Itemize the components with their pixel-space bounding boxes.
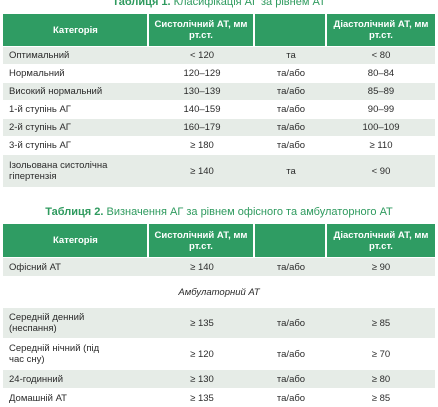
- connector-cell: та/або: [255, 388, 327, 407]
- diastolic-cell: 100–109: [327, 118, 435, 136]
- systolic-cell: ≥ 135: [149, 307, 255, 338]
- table1-header-row: Категорія Систолічний АТ, мм рт.ст. Діас…: [3, 14, 435, 46]
- diastolic-cell: ≥ 70: [327, 338, 435, 369]
- table-row: Домашній АТ ≥ 135 та/або ≥ 85: [3, 388, 435, 407]
- connector-cell: та/або: [255, 100, 327, 118]
- table-row: 2-й ступінь АГ 160–179 та/або 100–109: [3, 118, 435, 136]
- systolic-cell: 130–139: [149, 82, 255, 100]
- category-cell: Нормальний: [3, 64, 149, 82]
- table1-header-diastolic: Діастолічний АТ, мм рт.ст.: [327, 14, 435, 46]
- connector-cell: та/або: [255, 257, 327, 276]
- table-row: Ізольована систолічна гіпертензія ≥ 140 …: [3, 154, 435, 187]
- systolic-cell: 120–129: [149, 64, 255, 82]
- connector-cell: та: [255, 46, 327, 64]
- table-row: 24-годинний ≥ 130 та/або ≥ 80: [3, 369, 435, 388]
- category-cell: Офісний АТ: [3, 257, 149, 276]
- table2-header-diastolic: Діастолічний АТ, мм рт.ст.: [327, 224, 435, 257]
- diastolic-cell: < 90: [327, 154, 435, 187]
- diastolic-cell: 85–89: [327, 82, 435, 100]
- category-cell: Домашній АТ: [3, 388, 149, 407]
- category-cell: 3-й ступінь АГ: [3, 136, 149, 154]
- category-cell: Ізольована систолічна гіпертензія: [3, 154, 149, 187]
- table2-title-text: Визначення АГ за рівнем офісного та амбу…: [106, 206, 393, 218]
- connector-cell: та/або: [255, 118, 327, 136]
- category-cell: 24-годинний: [3, 369, 149, 388]
- systolic-cell: ≥ 135: [149, 388, 255, 407]
- systolic-cell: ≥ 130: [149, 369, 255, 388]
- table1-title-text: Класифікація АГ за рівнем АТ: [173, 0, 326, 8]
- diastolic-cell: 80–84: [327, 64, 435, 82]
- systolic-cell: 140–159: [149, 100, 255, 118]
- connector-cell: та/або: [255, 64, 327, 82]
- table1-header-category: Категорія: [3, 14, 149, 46]
- table2-title: Таблиця 2. Визначення АГ за рівнем офісн…: [0, 206, 438, 218]
- diastolic-cell: ≥ 90: [327, 257, 435, 276]
- systolic-cell: < 120: [149, 46, 255, 64]
- table2-header-connector: [255, 224, 327, 257]
- category-cell: Середній нічний (під час сну): [3, 338, 149, 369]
- table-row: Високий нормальний 130–139 та/або 85–89: [3, 82, 435, 100]
- connector-cell: та: [255, 154, 327, 187]
- connector-cell: та/або: [255, 338, 327, 369]
- diastolic-cell: < 80: [327, 46, 435, 64]
- diastolic-cell: ≥ 80: [327, 369, 435, 388]
- table-row: Нормальний 120–129 та/або 80–84: [3, 64, 435, 82]
- row-separator: [3, 299, 435, 307]
- category-cell: Оптимальний: [3, 46, 149, 64]
- table1-header-connector: [255, 14, 327, 46]
- table-row: Офісний АТ ≥ 140 та/або ≥ 90: [3, 257, 435, 276]
- systolic-cell: ≥ 120: [149, 338, 255, 369]
- table2-header-category: Категорія: [3, 224, 149, 257]
- category-cell: 1-й ступінь АГ: [3, 100, 149, 118]
- row-separator: [3, 276, 435, 284]
- systolic-cell: ≥ 180: [149, 136, 255, 154]
- table1-title-prefix: Таблиця 1.: [112, 0, 171, 8]
- table2: Категорія Систолічний АТ, мм рт.ст. Діас…: [3, 224, 435, 407]
- table1: Категорія Систолічний АТ, мм рт.ст. Діас…: [3, 14, 435, 187]
- table2-header-systolic: Систолічний АТ, мм рт.ст.: [149, 224, 255, 257]
- connector-cell: та/або: [255, 307, 327, 338]
- diastolic-cell: ≥ 110: [327, 136, 435, 154]
- table-row: Середній денний (неспання) ≥ 135 та/або …: [3, 307, 435, 338]
- connector-cell: та/або: [255, 369, 327, 388]
- category-cell: Високий нормальний: [3, 82, 149, 100]
- category-cell: Середній денний (неспання): [3, 307, 149, 338]
- table-row: Оптимальний < 120 та < 80: [3, 46, 435, 64]
- table-row: 1-й ступінь АГ 140–159 та/або 90–99: [3, 100, 435, 118]
- connector-cell: та/або: [255, 82, 327, 100]
- connector-cell: та/або: [255, 136, 327, 154]
- table-row: 3-й ступінь АГ ≥ 180 та/або ≥ 110: [3, 136, 435, 154]
- table1-header-systolic: Систолічний АТ, мм рт.ст.: [149, 14, 255, 46]
- table2-title-prefix: Таблиця 2.: [45, 206, 104, 218]
- category-cell: 2-й ступінь АГ: [3, 118, 149, 136]
- table2-header-row: Категорія Систолічний АТ, мм рт.ст. Діас…: [3, 224, 435, 257]
- systolic-cell: 160–179: [149, 118, 255, 136]
- systolic-cell: ≥ 140: [149, 257, 255, 276]
- subheader-row: Амбулаторний АТ: [3, 284, 435, 299]
- diastolic-cell: ≥ 85: [327, 388, 435, 407]
- diastolic-cell: ≥ 85: [327, 307, 435, 338]
- table1-title: Таблиця 1. Класифікація АГ за рівнем АТ: [0, 0, 438, 8]
- systolic-cell: ≥ 140: [149, 154, 255, 187]
- diastolic-cell: 90–99: [327, 100, 435, 118]
- ambulatory-subheader: Амбулаторний АТ: [3, 284, 435, 299]
- table-row: Середній нічний (під час сну) ≥ 120 та/а…: [3, 338, 435, 369]
